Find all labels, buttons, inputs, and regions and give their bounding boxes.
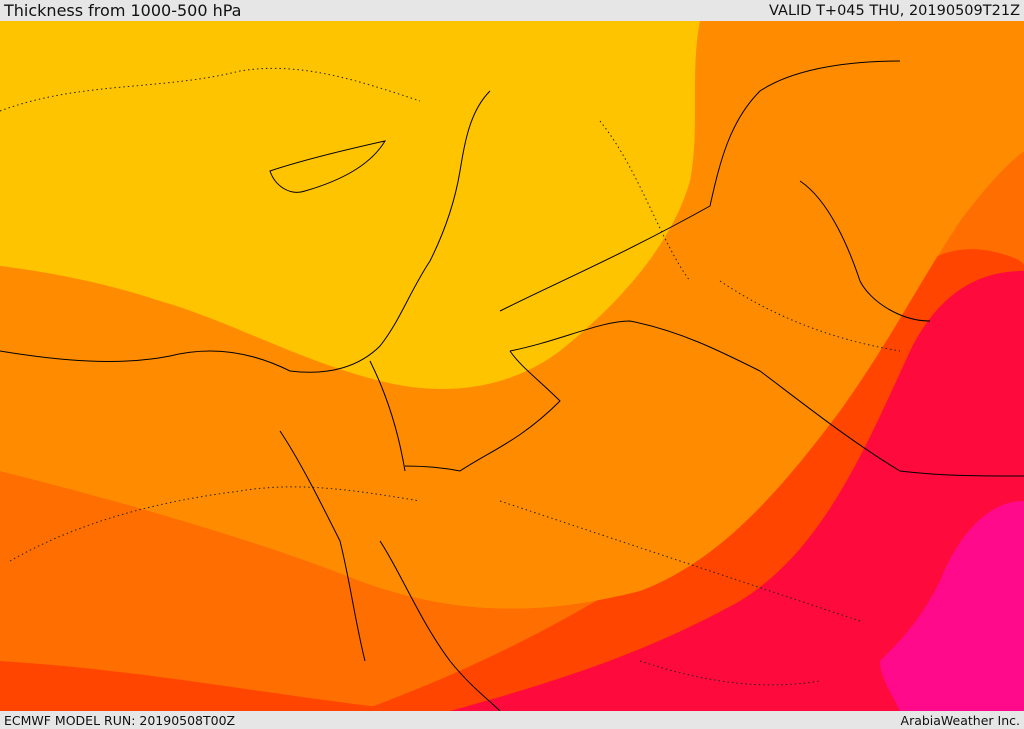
border-iraq-saudi [499,60,901,312]
borders [369,60,1024,477]
map-svg [0,21,1024,711]
map-title: Thickness from 1000-500 hPa [4,1,242,20]
model-run-label: ECMWF MODEL RUN: 20190508T00Z [4,713,236,728]
persian-gulf-coast [799,180,931,322]
border-jordan-saudi [509,320,1024,477]
cyprus-island [269,140,387,193]
mediterranean-coast [0,90,491,373]
band-orange-red [0,661,420,711]
province-line-1 [0,67,421,112]
red-sea-coast [379,540,501,711]
province-line-3 [599,120,691,282]
border-jordan [404,350,561,472]
band-crimson [450,271,1024,711]
province-line-4 [719,280,901,352]
band-gold [0,21,700,390]
thickness-bands [0,21,1024,711]
provincial-boundaries [0,67,901,686]
province-line-5 [499,500,861,622]
footer-bar [0,711,1024,729]
valid-time-label: VALID T+045 THU, 20190509T21Z [769,3,1020,19]
border-egypt-israel [369,360,406,472]
credit-label: ArabiaWeather Inc. [900,713,1020,728]
header-bar [0,0,1024,21]
band-magenta [880,501,1024,711]
coastlines [0,90,931,711]
band-orange [0,21,1024,609]
thickness-map [0,21,1024,711]
suez-gulf [279,430,366,662]
